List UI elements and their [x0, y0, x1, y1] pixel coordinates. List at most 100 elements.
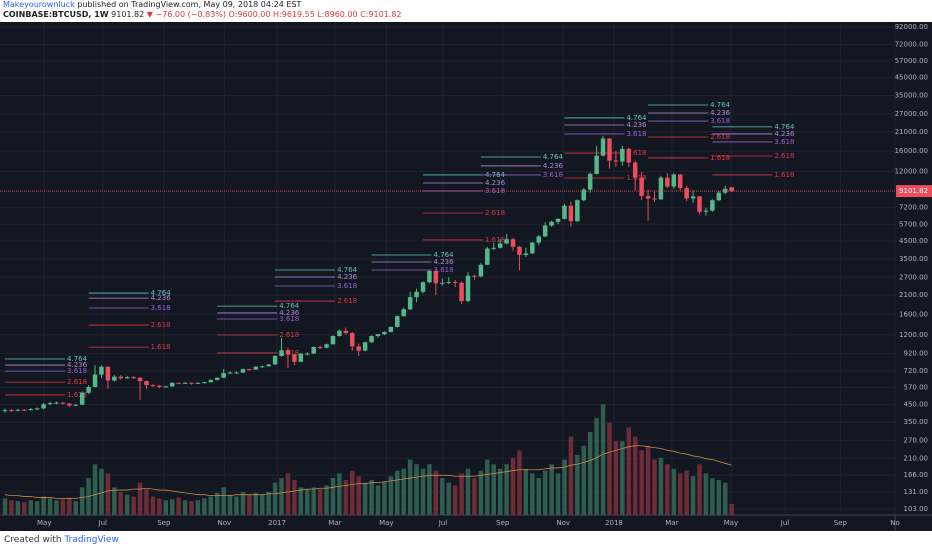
- candle-body: [131, 377, 136, 379]
- volume-bar: [259, 494, 265, 515]
- volume-bar: [575, 455, 580, 515]
- candle-body: [330, 335, 336, 345]
- volume-bar: [523, 468, 529, 515]
- candle-body: [388, 326, 394, 332]
- fib-label: 3.618: [337, 282, 357, 290]
- volume-bar: [446, 482, 451, 515]
- candle-body: [195, 382, 201, 384]
- candle-body: [684, 188, 689, 199]
- volume-bar: [703, 473, 709, 515]
- fib-label: 4.236: [67, 361, 88, 369]
- candle-body: [639, 177, 644, 196]
- candle-body: [304, 353, 310, 355]
- volume-bar: [697, 464, 702, 515]
- fib-label: 4.236: [710, 109, 731, 117]
- fib-label: 3.618: [67, 367, 87, 375]
- volume-bar: [157, 498, 162, 515]
- candle-body: [79, 392, 85, 405]
- volume-bar: [645, 445, 651, 515]
- candle-body: [15, 409, 21, 411]
- volume-bar: [362, 482, 368, 515]
- x-tick-label: May: [724, 519, 738, 527]
- volume-bar: [317, 489, 323, 515]
- high: H:9619.55: [273, 10, 315, 19]
- fib-label: 4.236: [279, 309, 300, 317]
- candle-body: [92, 374, 98, 387]
- x-tick-label: Sep: [157, 519, 171, 527]
- candle-body: [581, 189, 587, 201]
- volume-bar: [497, 468, 503, 515]
- publish-line: Makeyourownluck published on TradingView…: [0, 0, 932, 10]
- volume-bar: [671, 468, 677, 515]
- candle-body: [298, 353, 304, 362]
- fib-label: 3.618: [774, 138, 794, 146]
- candle-body: [369, 335, 374, 343]
- candle-body: [690, 196, 696, 199]
- volume-bar: [272, 482, 278, 515]
- volume-bar: [369, 479, 374, 515]
- volume-bar: [176, 497, 181, 515]
- y-tick-label: 166.00: [904, 471, 929, 479]
- candle-body: [716, 192, 722, 201]
- candle-body: [337, 330, 342, 336]
- volume-bar: [118, 491, 124, 515]
- candle-body: [382, 331, 387, 335]
- volume-bar: [382, 481, 387, 515]
- candle-body: [317, 347, 323, 349]
- candle-body: [587, 173, 593, 190]
- x-tick-label: Mar: [328, 519, 341, 527]
- y-tick-label: 45000.00: [895, 74, 928, 82]
- y-tick-label: 570.00: [904, 384, 929, 392]
- candle-body: [632, 162, 638, 178]
- candle-body: [279, 350, 284, 356]
- candle-body: [34, 408, 40, 410]
- quote-line: COINBASE:BTCUSD, 1W 9101.82 ▼ −76.00 (−0…: [0, 10, 932, 20]
- volume-bar: [613, 441, 619, 515]
- volume-bar: [459, 473, 464, 515]
- volume-bar: [395, 470, 400, 515]
- fib-label: 2.618: [626, 149, 646, 157]
- volume-bar: [189, 501, 194, 515]
- candle-body: [169, 382, 175, 387]
- candle-body: [311, 347, 316, 354]
- fib-label: 4.236: [434, 258, 455, 266]
- volume-bar: [504, 464, 509, 515]
- fib-label: 3.618: [434, 266, 454, 274]
- volume-bar: [568, 436, 574, 515]
- candle-body: [28, 409, 33, 411]
- candle-body: [549, 221, 554, 226]
- fib-label: 2.618: [774, 152, 794, 160]
- volume-bar: [131, 496, 136, 515]
- x-tick-label: Sep: [834, 519, 848, 527]
- volume-bar: [510, 457, 516, 515]
- candle-body: [150, 385, 156, 387]
- x-tick-label: 2017: [268, 519, 286, 527]
- volume-bar: [549, 464, 554, 515]
- y-tick-label: 103.00: [904, 505, 929, 513]
- fib-label: 4.764: [543, 153, 564, 161]
- y-tick-label: 720.00: [904, 367, 929, 375]
- volume-bar: [414, 464, 419, 515]
- candle-body: [478, 264, 484, 277]
- volume-bar: [41, 496, 46, 515]
- y-tick-label: 270.00: [904, 437, 929, 445]
- y-tick-label: 3500.00: [899, 255, 928, 263]
- candle-body: [465, 275, 471, 302]
- candle-body: [722, 188, 728, 193]
- brand[interactable]: TradingView: [64, 535, 119, 545]
- author[interactable]: Makeyourownluck: [3, 0, 75, 9]
- candle-body: [600, 138, 606, 156]
- y-tick-label: 12000.00: [895, 167, 928, 175]
- x-tick-label: Nov: [556, 519, 570, 527]
- volume-bar: [420, 468, 426, 515]
- candle-body: [208, 379, 214, 383]
- candle-body: [362, 342, 368, 351]
- candle-body: [459, 282, 464, 302]
- candle-body: [221, 373, 226, 378]
- y-tick-label: 210.00: [904, 454, 929, 462]
- candle-body: [227, 372, 233, 374]
- candle-body: [440, 282, 445, 284]
- candle-body: [266, 364, 271, 367]
- candle-body: [112, 376, 117, 381]
- fib-label: 2.618: [337, 297, 357, 305]
